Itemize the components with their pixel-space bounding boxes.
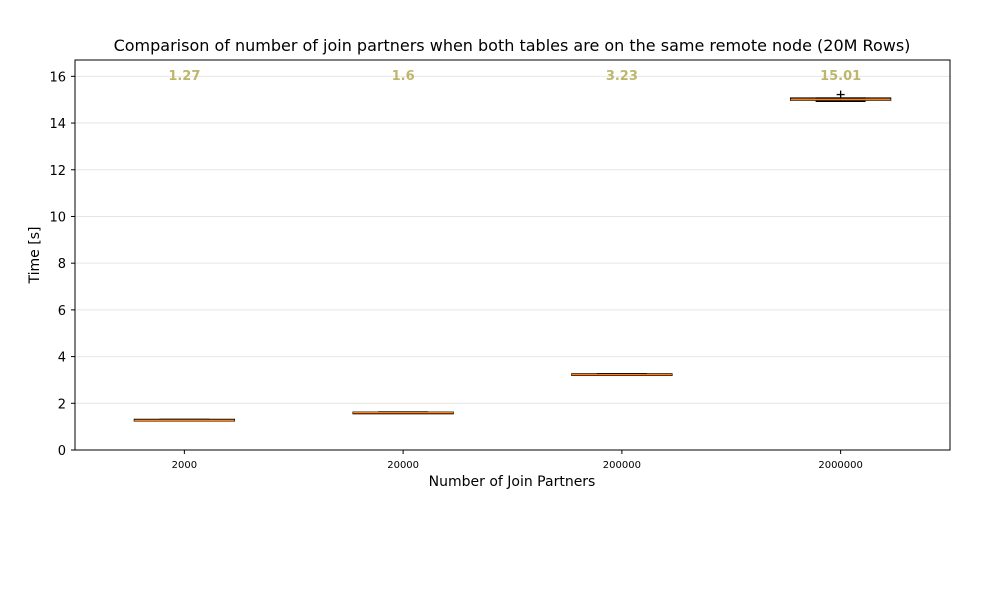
median-annotation: 3.23 bbox=[606, 69, 638, 84]
y-tick-label: 10 bbox=[49, 210, 66, 225]
median-annotation: 15.01 bbox=[820, 69, 861, 84]
x-tick-label: 2000 bbox=[172, 460, 197, 471]
median-annotation: 1.27 bbox=[168, 69, 200, 84]
y-tick-label: 12 bbox=[49, 164, 66, 179]
y-tick-label: 0 bbox=[58, 444, 66, 459]
y-tick-label: 4 bbox=[58, 351, 66, 366]
y-axis-label: Time [s] bbox=[27, 227, 43, 285]
chart-title: Comparison of number of join partners wh… bbox=[114, 36, 911, 55]
y-tick-label: 8 bbox=[58, 257, 66, 272]
y-tick-label: 16 bbox=[49, 70, 66, 85]
x-tick-label: 2000000 bbox=[818, 460, 863, 471]
y-tick-label: 14 bbox=[49, 117, 66, 132]
gridlines bbox=[75, 75, 950, 404]
x-axis-label: Number of Join Partners bbox=[429, 474, 596, 490]
box-marks: 1.27 1.6 3.23 15.01 bbox=[133, 69, 892, 422]
x-tick-label: 200000 bbox=[603, 460, 641, 471]
y-tick-label: 2 bbox=[58, 397, 66, 412]
median-annotation: 1.6 bbox=[392, 69, 415, 84]
axes: 0 2 4 6 8 10 12 14 16 2000 20000 200000 2000000 bbox=[49, 70, 862, 471]
x-tick-label: 20000 bbox=[387, 460, 419, 471]
plot-area-frame bbox=[74, 59, 951, 451]
y-tick-label: 6 bbox=[58, 304, 66, 319]
